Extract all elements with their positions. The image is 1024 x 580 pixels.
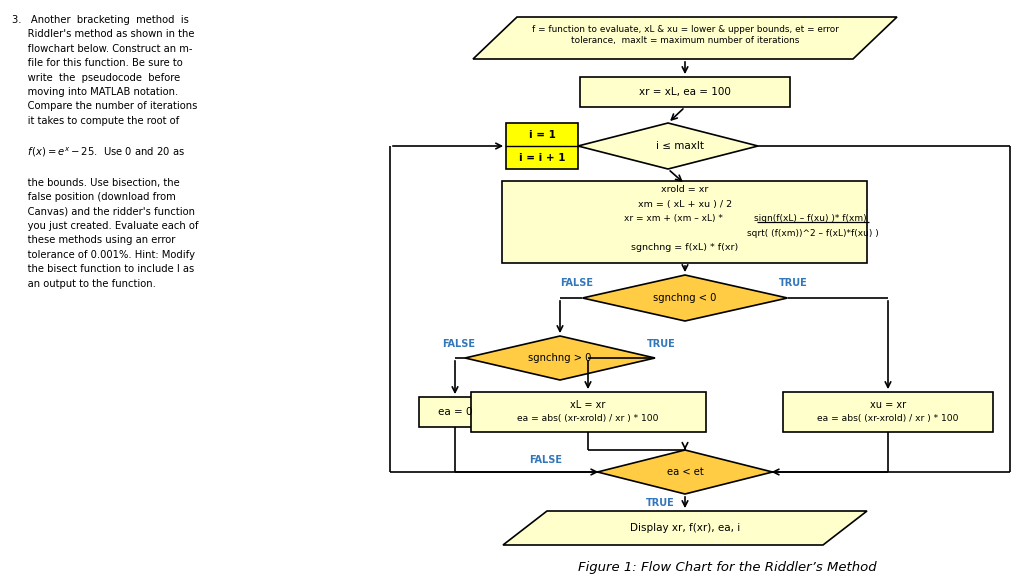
Text: sign(f(xL) – f(xu) )* f(xm): sign(f(xL) – f(xu) )* f(xm): [754, 215, 866, 223]
Text: xm = ( xL + xu ) / 2: xm = ( xL + xu ) / 2: [638, 200, 732, 209]
Bar: [503, 181, 867, 263]
Text: sgnchng < 0: sgnchng < 0: [653, 293, 717, 303]
Text: xr = xm + (xm – xL) *: xr = xm + (xm – xL) *: [624, 215, 726, 223]
Polygon shape: [583, 275, 787, 321]
Text: xr = xL, ea = 100: xr = xL, ea = 100: [639, 87, 731, 97]
Bar: [783, 392, 993, 432]
Text: ea = abs( (xr-xrold) / xr ) * 100: ea = abs( (xr-xrold) / xr ) * 100: [817, 415, 958, 423]
Polygon shape: [465, 336, 655, 380]
Bar: [419, 397, 490, 427]
Text: f = function to evaluate, xL & xu = lower & upper bounds, et = error
tolerance, : f = function to evaluate, xL & xu = lowe…: [531, 26, 839, 45]
Text: i ≤ maxIt: i ≤ maxIt: [656, 141, 705, 151]
Polygon shape: [503, 511, 867, 545]
Text: FALSE: FALSE: [442, 339, 475, 349]
Text: TRUE: TRUE: [646, 339, 676, 349]
Bar: [580, 77, 790, 107]
Polygon shape: [578, 123, 758, 169]
Text: xL = xr: xL = xr: [570, 400, 605, 410]
Text: xu = xr: xu = xr: [870, 400, 906, 410]
Text: FALSE: FALSE: [560, 278, 593, 288]
Text: xrold = xr: xrold = xr: [662, 186, 709, 194]
Text: ea = abs( (xr-xrold) / xr ) * 100: ea = abs( (xr-xrold) / xr ) * 100: [517, 415, 658, 423]
Text: sgnchng > 0: sgnchng > 0: [528, 353, 592, 363]
Polygon shape: [473, 17, 897, 59]
Text: TRUE: TRUE: [645, 498, 675, 508]
Bar: [470, 392, 706, 432]
Polygon shape: [597, 450, 772, 494]
Text: 3.   Another  bracketing  method  is
     Riddler's method as shown in the
     : 3. Another bracketing method is Riddler'…: [12, 15, 199, 289]
Text: i = i + 1: i = i + 1: [519, 153, 565, 162]
Text: FALSE: FALSE: [529, 455, 562, 465]
Text: sqrt( (f(xm))^2 – f(xL)*f(xu) ): sqrt( (f(xm))^2 – f(xL)*f(xu) ): [748, 229, 879, 238]
Bar: [506, 123, 578, 169]
Text: sgnchng = f(xL) * f(xr): sgnchng = f(xL) * f(xr): [632, 244, 738, 252]
Text: Figure 1: Flow Chart for the Riddler’s Method: Figure 1: Flow Chart for the Riddler’s M…: [579, 561, 877, 575]
Text: Display xr, f(xr), ea, i: Display xr, f(xr), ea, i: [630, 523, 740, 533]
Text: ea = 0: ea = 0: [437, 407, 472, 417]
Text: TRUE: TRUE: [779, 278, 808, 288]
Text: ea < et: ea < et: [667, 467, 703, 477]
Text: i = 1: i = 1: [528, 129, 555, 140]
